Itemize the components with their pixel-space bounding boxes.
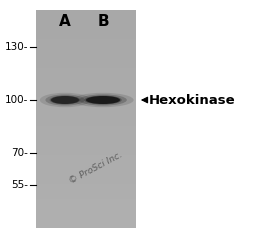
Text: 70-: 70- <box>11 148 28 158</box>
Text: © ProSci Inc.: © ProSci Inc. <box>68 150 124 186</box>
Bar <box>36 126 136 141</box>
Text: B: B <box>97 14 109 29</box>
Bar <box>36 170 136 184</box>
Text: A: A <box>59 14 71 29</box>
Bar <box>36 10 136 24</box>
Bar <box>36 213 136 228</box>
Ellipse shape <box>72 93 134 107</box>
Ellipse shape <box>86 96 120 104</box>
Bar <box>36 184 136 199</box>
Ellipse shape <box>40 93 90 107</box>
Bar <box>36 39 136 54</box>
Ellipse shape <box>84 96 122 104</box>
Ellipse shape <box>51 96 79 104</box>
Ellipse shape <box>50 96 80 104</box>
Bar <box>36 141 136 155</box>
Bar <box>36 54 136 68</box>
Bar <box>36 68 136 83</box>
Bar <box>36 97 136 112</box>
Ellipse shape <box>45 94 84 106</box>
Bar <box>36 24 136 39</box>
Text: 130-: 130- <box>5 42 28 52</box>
Bar <box>36 83 136 97</box>
Text: 100-: 100- <box>5 95 28 105</box>
Bar <box>36 10 136 228</box>
Bar <box>36 155 136 170</box>
Text: Hexokinase: Hexokinase <box>149 94 236 106</box>
Text: 55-: 55- <box>11 180 28 190</box>
Bar <box>36 112 136 126</box>
Ellipse shape <box>79 94 127 106</box>
Bar <box>36 199 136 213</box>
